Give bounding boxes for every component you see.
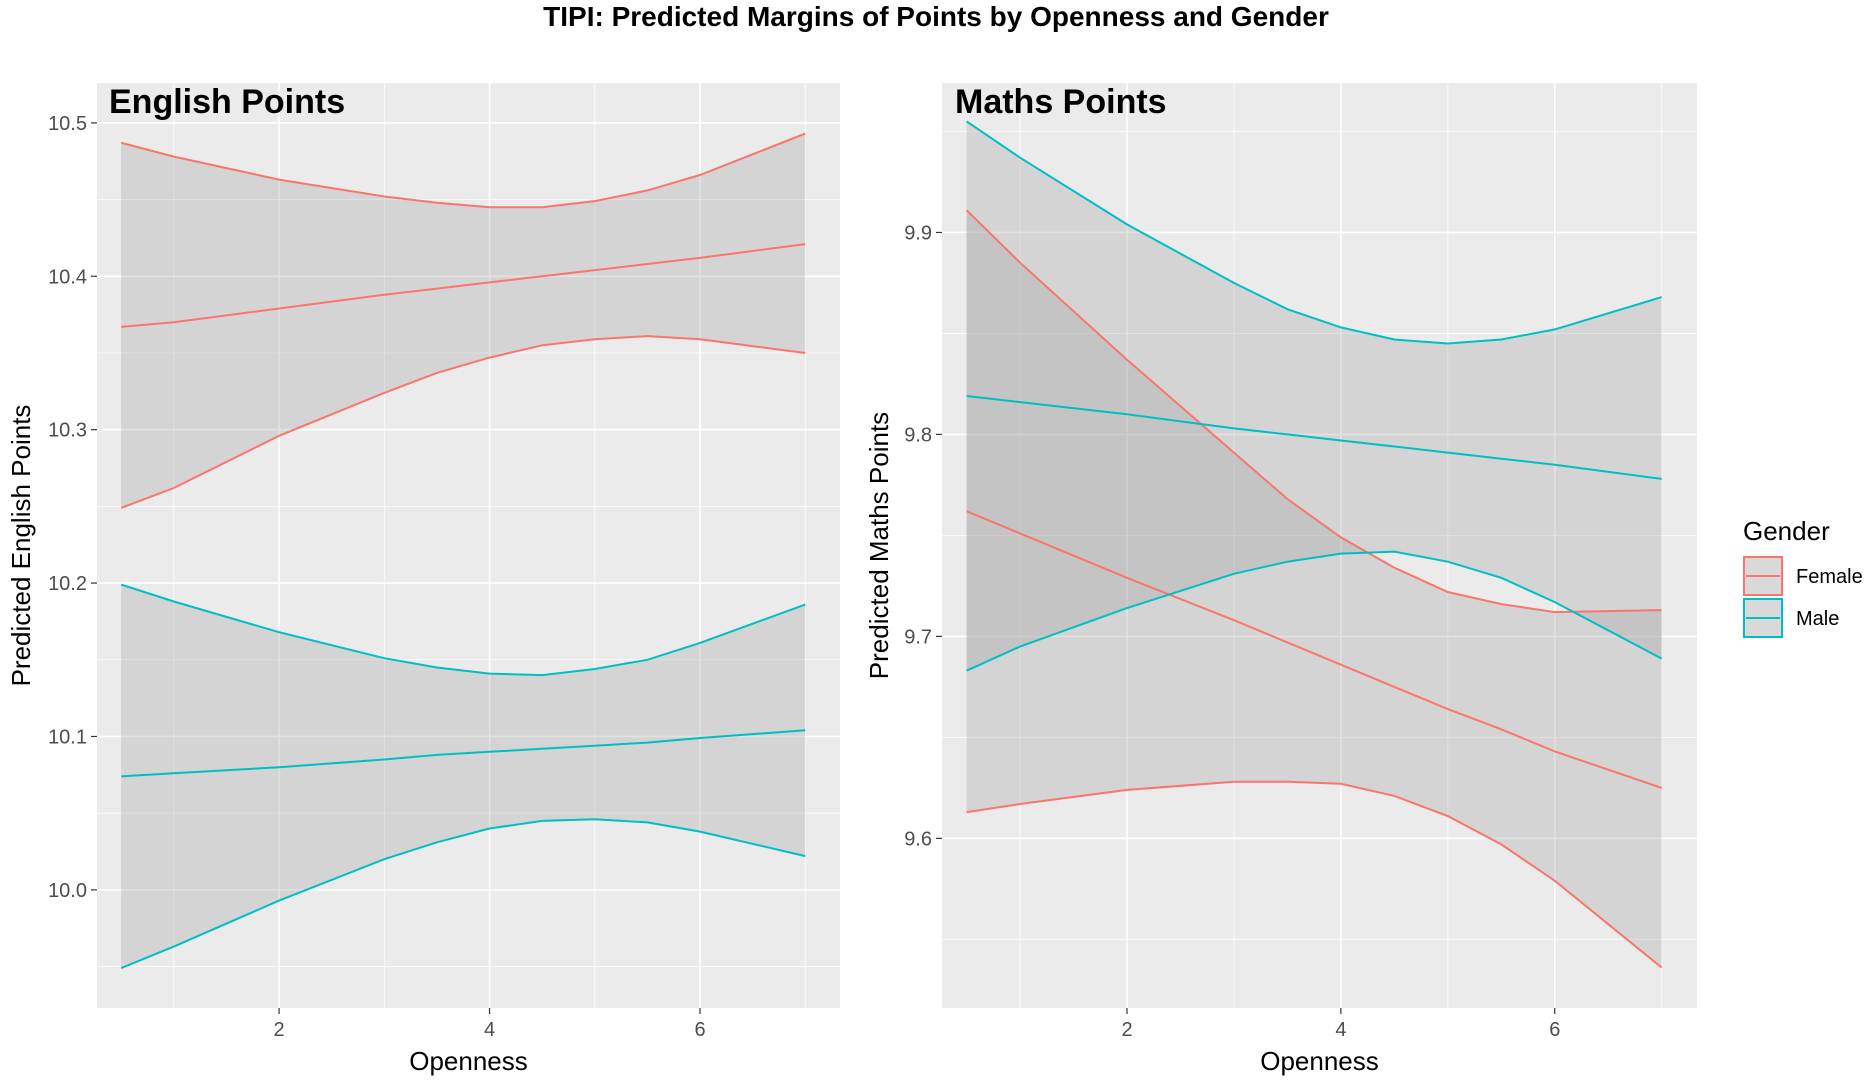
confidence-ribbon-female: [121, 133, 806, 508]
series-line-female-upper: [965, 209, 1662, 614]
series-line-male-fit: [966, 395, 1662, 480]
panel-title: English Points: [109, 83, 345, 121]
series-line-female-lower: [966, 780, 1663, 969]
confidence-ribbon-female: [966, 210, 1662, 968]
x-tick-label: 4: [484, 1019, 495, 1041]
panel-title: Maths Points: [955, 83, 1167, 121]
x-axis-title: Openness: [1260, 1046, 1379, 1076]
series-line-female-fit: [121, 243, 806, 328]
legend: Gender Female Male: [1743, 516, 1863, 638]
series-line-female-lower: [120, 335, 806, 509]
y-axis-title: Predicted English Points: [6, 405, 36, 687]
confidence-ribbon-male: [121, 584, 806, 969]
y-tick-label: 9.8: [904, 424, 932, 446]
y-tick-label: 10.2: [48, 573, 87, 595]
y-tick-label: 10.0: [48, 880, 87, 902]
series-line-male-fit: [121, 729, 806, 778]
x-tick-label: 6: [1549, 1019, 1560, 1041]
panel-english: English Points 10.0 10.1 10.2 10.3 10.4 10.5 2 4…: [6, 83, 840, 1076]
series-line-female-fit: [966, 510, 1663, 789]
x-tick-label: 2: [274, 1019, 285, 1041]
y-axis-title: Predicted Maths Points: [864, 412, 894, 679]
series-line-male-lower: [120, 818, 806, 970]
legend-title: Gender: [1743, 516, 1830, 546]
legend-label: Male: [1796, 608, 1839, 630]
chart-title: TIPI: Predicted Margins of Points by Ope…: [543, 1, 1329, 32]
x-tick-label: 6: [694, 1019, 705, 1041]
confidence-ribbon-male: [966, 121, 1662, 671]
y-tick-label: 10.1: [48, 726, 87, 748]
legend-key-female: [1743, 556, 1783, 596]
legend-key-male: [1743, 598, 1783, 638]
x-axis-title: Openness: [409, 1046, 528, 1076]
x-tick-label: 2: [1121, 1019, 1132, 1041]
series-line-male-upper: [120, 583, 806, 677]
y-tick-label: 10.4: [48, 266, 87, 288]
x-tick-label: 4: [1335, 1019, 1346, 1041]
y-tick-label: 10.5: [48, 113, 87, 135]
panel-background: [942, 83, 1697, 1008]
y-tick-label: 9.7: [904, 626, 932, 648]
y-tick-label: 9.6: [904, 828, 932, 850]
legend-label: Female: [1796, 566, 1863, 588]
y-tick-label: 10.3: [48, 420, 87, 442]
series-line-male-upper: [966, 120, 1662, 345]
panel-maths: Maths Points 9.6 9.7 9.8 9.9 2 4 6 Openness Predi…: [864, 83, 1697, 1076]
series-line-male-lower: [966, 550, 1663, 672]
panel-background: [97, 83, 840, 1008]
series-line-female-upper: [120, 132, 806, 209]
y-tick-label: 9.9: [904, 222, 932, 244]
